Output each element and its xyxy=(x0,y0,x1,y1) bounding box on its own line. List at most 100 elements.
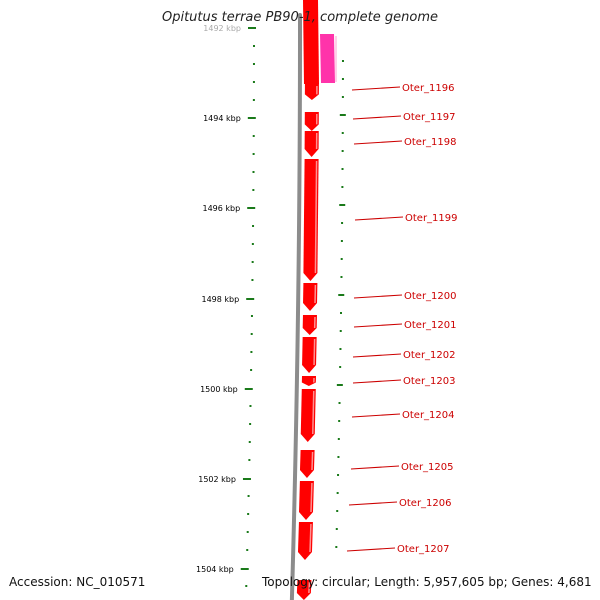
outer-tick xyxy=(339,114,346,116)
gene-label[interactable]: Oter_1207 xyxy=(397,544,450,555)
kbp-tick-label: 1496 kbp xyxy=(203,204,241,213)
gene-arrow xyxy=(303,283,318,311)
outer-tick xyxy=(335,528,338,530)
kbp-minor-tick xyxy=(250,369,253,371)
kbp-tick-label: 1504 kbp xyxy=(196,565,234,574)
gene-arrow xyxy=(303,0,319,84)
gene-arrow xyxy=(304,131,319,157)
gene-arrow-pink xyxy=(320,34,335,83)
gene-label[interactable]: Oter_1197 xyxy=(403,112,456,123)
kbp-minor-tick xyxy=(248,459,251,461)
gene-leader-line xyxy=(350,465,400,470)
gene-arrow xyxy=(300,389,316,442)
kbp-minor-tick xyxy=(252,171,255,173)
kbp-ruler: 1492 kbp 1494 kbp 1496 kbp 1498 kbp 1500 kbp… xyxy=(196,24,346,587)
kbp-minor-tick xyxy=(252,81,255,83)
gene-arrow-highlight xyxy=(308,581,311,594)
outer-tick xyxy=(336,384,343,386)
gene-leader-line xyxy=(353,140,403,145)
kbp-tick-label: 1492 kbp xyxy=(203,24,241,33)
gene-arrow-highlight xyxy=(309,523,312,553)
kbp-minor-tick xyxy=(250,333,253,335)
gene-label[interactable]: Oter_1196 xyxy=(402,83,455,94)
gene-label[interactable]: Oter_1206 xyxy=(399,498,452,509)
outer-tick xyxy=(338,294,345,296)
gene-label[interactable]: Oter_1201 xyxy=(404,320,457,331)
gene-labels: Oter_1196 Oter_1197 Oter_1198 Oter_1199 Oter… xyxy=(346,83,458,555)
kbp-minor-tick xyxy=(250,351,253,353)
outer-tick xyxy=(341,60,344,62)
gene-arrow xyxy=(304,84,319,100)
gene-arrow-highlight xyxy=(314,160,318,274)
gene-leader-line xyxy=(353,323,403,328)
outer-tick xyxy=(339,366,342,368)
outer-tick xyxy=(341,96,344,98)
kbp-minor-tick xyxy=(246,549,249,551)
gene-arrow xyxy=(303,159,319,281)
outer-tick xyxy=(336,492,339,494)
kbp-minor-tick xyxy=(251,261,254,263)
kbp-minor-tick xyxy=(252,225,255,227)
outer-tick xyxy=(339,204,346,206)
kbp-minor-tick xyxy=(246,531,249,533)
kbp-minor-tick xyxy=(252,63,255,65)
kbp-minor-tick xyxy=(252,99,255,101)
accession-text: Accession: NC_010571 xyxy=(9,575,146,589)
gene-leader-line xyxy=(354,216,404,221)
gene-label[interactable]: Oter_1200 xyxy=(404,291,457,302)
kbp-minor-tick xyxy=(245,585,248,587)
gene-arrow xyxy=(304,112,319,131)
genome-title: Opitutus terrae PB90-1, complete genome xyxy=(161,10,439,25)
gene-leader-line xyxy=(352,115,402,120)
outer-tick xyxy=(340,276,343,278)
outer-tick xyxy=(336,510,339,512)
kbp-minor-tick xyxy=(248,441,251,443)
gene-leader-line xyxy=(348,501,398,506)
gene-label[interactable]: Oter_1205 xyxy=(401,462,454,473)
gene-track xyxy=(289,0,337,600)
outer-tick xyxy=(340,258,343,260)
gene-arrow-highlight xyxy=(312,390,315,435)
kbp-minor-tick xyxy=(251,279,254,281)
kbp-minor-tick xyxy=(252,189,255,191)
gene-label[interactable]: Oter_1199 xyxy=(405,213,458,224)
outer-tick xyxy=(340,240,343,242)
gene-leader-line xyxy=(353,294,403,299)
outer-tick xyxy=(341,132,344,134)
gene-label[interactable]: Oter_1204 xyxy=(402,410,455,421)
genome-backbone xyxy=(289,13,302,600)
outer-tick xyxy=(337,438,340,440)
gene-arrow xyxy=(299,450,315,478)
kbp-minor-tick xyxy=(247,513,250,515)
outer-tick xyxy=(337,474,340,476)
gene-leader-line xyxy=(346,547,396,552)
outer-tick xyxy=(338,402,341,404)
gene-leader-line xyxy=(351,413,401,418)
outer-tick xyxy=(338,420,341,422)
outer-tick xyxy=(337,456,340,458)
kbp-minor-tick xyxy=(252,45,255,47)
gene-arrow xyxy=(296,580,312,600)
gene-label[interactable]: Oter_1198 xyxy=(404,137,457,148)
kbp-minor-tick xyxy=(249,405,252,407)
kbp-tick-label: 1502 kbp xyxy=(198,475,236,484)
kbp-minor-tick xyxy=(252,153,255,155)
kbp-minor-tick xyxy=(250,315,253,317)
outer-tick xyxy=(339,348,342,350)
gene-leader-line xyxy=(351,86,401,91)
gene-arrow-highlight xyxy=(313,338,316,366)
outer-tick xyxy=(341,186,344,188)
gene-label[interactable]: Oter_1202 xyxy=(403,350,456,361)
kbp-minor-tick xyxy=(247,495,250,497)
outer-tick xyxy=(341,150,344,152)
outer-tick xyxy=(341,78,344,80)
kbp-tick-label: 1494 kbp xyxy=(203,114,241,123)
outer-tick xyxy=(339,330,342,332)
kbp-minor-tick xyxy=(252,135,255,137)
gene-label[interactable]: Oter_1203 xyxy=(403,376,456,387)
gene-arrow xyxy=(302,337,317,373)
gene-arrow xyxy=(301,376,317,386)
kbp-minor-tick xyxy=(249,423,252,425)
